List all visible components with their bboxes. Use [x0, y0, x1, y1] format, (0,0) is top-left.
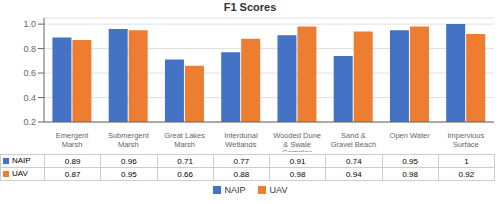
html-text:UAV: UAV [269, 185, 288, 195]
html-text:0.95: 0.95 [121, 169, 137, 179]
html-text:0.74: 0.74 [346, 156, 362, 166]
svg-text:Great LakesMarsh: Great LakesMarsh [164, 131, 205, 149]
html-text:NAIP: NAIP [12, 156, 31, 166]
html-text:0.98: 0.98 [402, 169, 418, 179]
html-text:UAV: UAV [12, 169, 28, 179]
html-text:0.66: 0.66 [177, 169, 193, 179]
html-text:F1 Scores: F1 Scores [223, 1, 277, 13]
svg-text:Wooded Dune& SwaleComplex: Wooded Dune& SwaleComplex [273, 131, 321, 152]
html-text:1: 1 [464, 156, 469, 166]
svg-text:EmergentMarsh: EmergentMarsh [56, 131, 89, 149]
svg-text:0.2: 0.2 [23, 117, 36, 127]
svg-text:SubmergentMarsh: SubmergentMarsh [108, 131, 150, 149]
svg-text:0.4: 0.4 [23, 93, 36, 103]
svg-text:Sand &Gravel Beach: Sand &Gravel Beach [331, 131, 376, 149]
svg-text:1.0: 1.0 [23, 19, 36, 29]
html-text:NAIP: NAIP [224, 185, 246, 195]
html-text:0.77: 0.77 [233, 156, 250, 166]
svg-text:ImperviousSurface: ImperviousSurface [448, 131, 485, 149]
html-text:0.88: 0.88 [233, 169, 250, 179]
html-text:0.87: 0.87 [64, 169, 81, 179]
svg-text:0.6: 0.6 [23, 68, 36, 78]
html-text:0.91: 0.91 [289, 156, 306, 166]
svg-text:0.8: 0.8 [23, 44, 36, 54]
html-text:0.98: 0.98 [289, 169, 306, 179]
html-text:0.95: 0.95 [402, 156, 418, 166]
svg-text:InterdunalWetlands: InterdunalWetlands [224, 131, 258, 149]
html-text:0.89: 0.89 [64, 156, 81, 166]
html-text:0.92: 0.92 [458, 169, 475, 179]
html-text:0.94: 0.94 [346, 169, 362, 179]
html-text:0.71: 0.71 [177, 156, 193, 166]
html-text:0.96: 0.96 [121, 156, 137, 166]
svg-text:Open Water: Open Water [390, 131, 431, 140]
